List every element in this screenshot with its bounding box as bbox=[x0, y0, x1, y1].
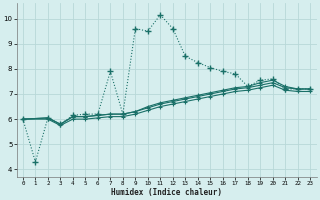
X-axis label: Humidex (Indice chaleur): Humidex (Indice chaleur) bbox=[111, 188, 222, 197]
